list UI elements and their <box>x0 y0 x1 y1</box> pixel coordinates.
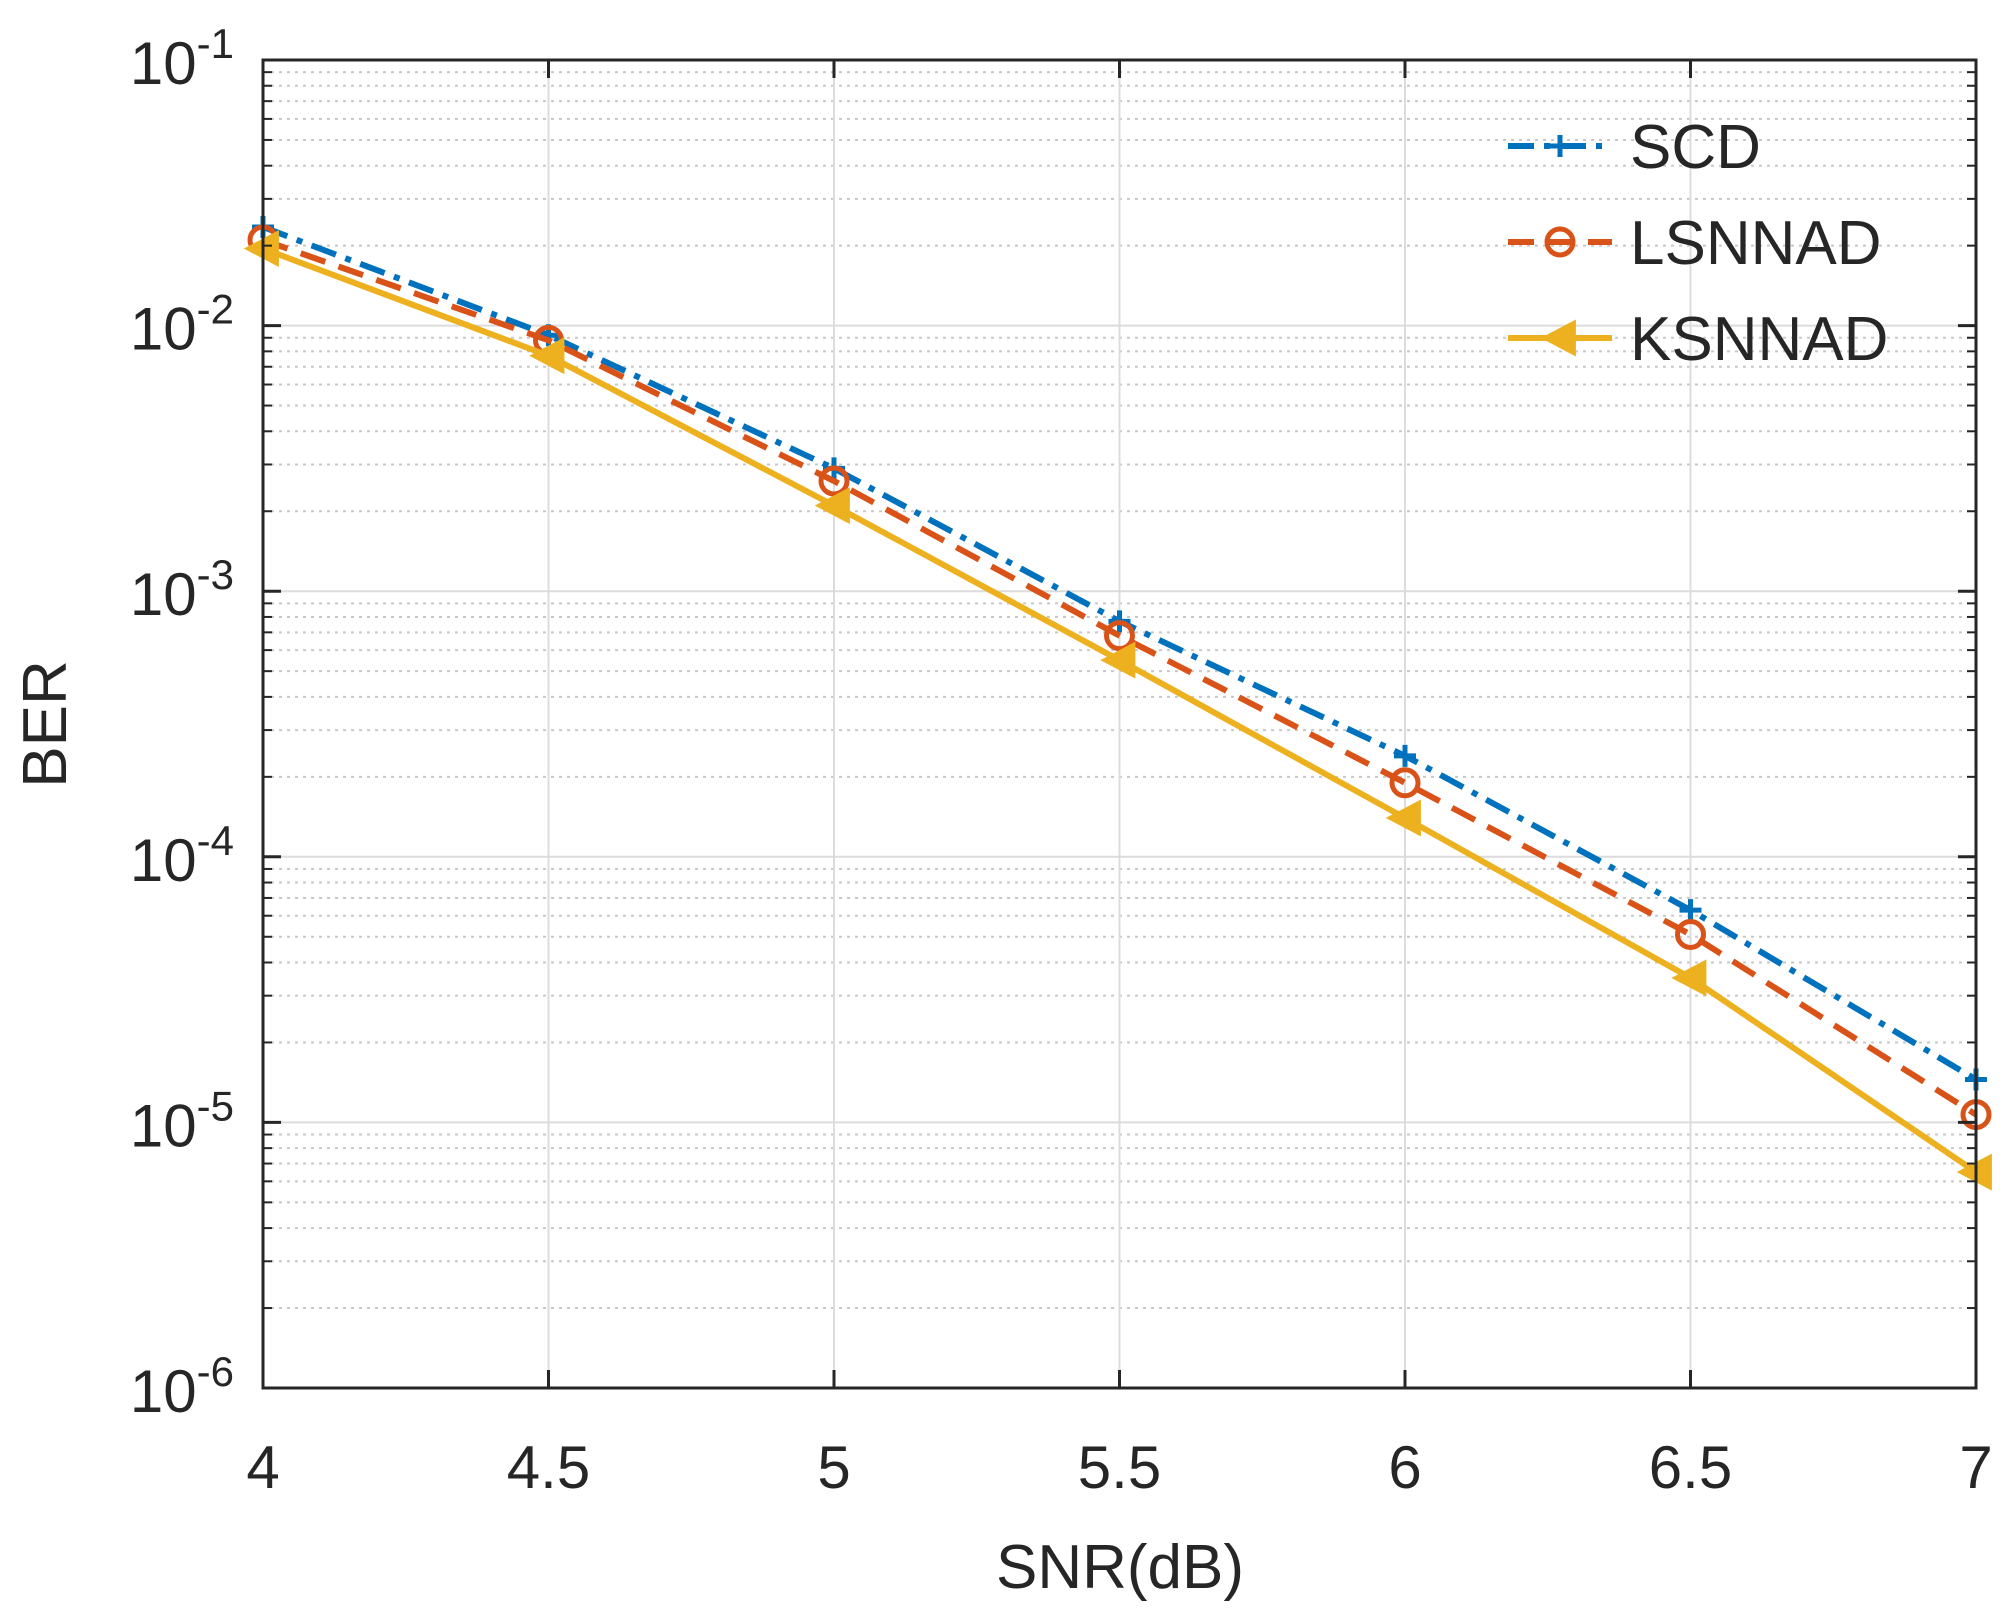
y-tick-label-exponent: -2 <box>197 286 234 333</box>
data-point-ksnnad <box>1385 799 1421 837</box>
y-tick-labels: 10-610-510-410-310-210-1 <box>130 20 234 1425</box>
legend-label-ksnnad: KSNNAD <box>1630 305 1888 374</box>
x-tick-label: 6.5 <box>1649 1434 1732 1501</box>
legend-label-lsnnad: LSNNAD <box>1630 209 1882 278</box>
y-tick-label-exponent: -6 <box>197 1348 234 1395</box>
y-tick-label: 10-6 <box>130 1348 234 1425</box>
data-point-lsnnad <box>1675 918 1706 950</box>
legend-marker-lsnnad <box>1544 226 1576 258</box>
y-tick-label: 10-1 <box>130 20 234 97</box>
legend-item-scd: SCD <box>1508 113 1761 182</box>
legend-marker-ksnnad <box>1540 319 1576 357</box>
data-point-ksnnad <box>814 487 850 525</box>
x-tick-label: 5 <box>817 1434 850 1501</box>
y-tick-label-base: 10 <box>130 827 197 894</box>
x-tick-label: 5.5 <box>1078 1434 1161 1501</box>
legend-item-lsnnad: LSNNAD <box>1508 209 1882 278</box>
legend-label-scd: SCD <box>1630 113 1761 182</box>
x-tick-label: 6 <box>1388 1434 1421 1501</box>
x-tick-labels: 4 4.5 5 5.5 6 6.5 7 <box>246 1434 1992 1501</box>
x-tick-label: 4.5 <box>507 1434 590 1501</box>
x-axis-title: SNR(dB) <box>996 1533 1244 1602</box>
series-line-lsnnad <box>262 237 1978 1118</box>
y-tick-label-base: 10 <box>130 296 197 363</box>
data-point-ksnnad <box>1671 959 1707 997</box>
y-tick-label-base: 10 <box>130 1358 197 1425</box>
y-axis-title: BER <box>11 660 80 787</box>
data-point-lsnnad <box>1389 767 1421 799</box>
legend-item-ksnnad: KSNNAD <box>1508 305 1888 374</box>
x-tick-label: 4 <box>246 1434 279 1501</box>
y-tick-label-base: 10 <box>130 1092 197 1159</box>
y-tick-label: 10-5 <box>130 1082 234 1159</box>
y-tick-label-base: 10 <box>130 30 197 97</box>
legend-marker-scd <box>1549 135 1571 157</box>
axis-ticks <box>261 58 1978 1390</box>
data-point-ksnnad <box>529 337 565 375</box>
y-tick-label: 10-3 <box>130 551 234 628</box>
y-tick-label: 10-4 <box>130 817 234 894</box>
series-layer <box>243 216 1992 1191</box>
y-tick-label: 10-2 <box>130 286 234 363</box>
data-point-lsnnad <box>1104 620 1135 652</box>
y-tick-label-exponent: -1 <box>197 20 234 67</box>
legend: SCD LSNNAD KSNNAD <box>1508 113 1888 374</box>
data-point-lsnnad <box>818 465 850 497</box>
y-tick-label-exponent: -4 <box>197 817 234 864</box>
y-tick-label-exponent: -5 <box>197 1082 234 1129</box>
y-tick-label-exponent: -3 <box>197 551 234 598</box>
y-tick-label-base: 10 <box>130 561 197 628</box>
data-point-scd <box>1394 744 1416 767</box>
x-tick-label: 7 <box>1959 1434 1992 1501</box>
data-point-ksnnad <box>1100 641 1136 679</box>
data-point-scd <box>1679 899 1702 922</box>
